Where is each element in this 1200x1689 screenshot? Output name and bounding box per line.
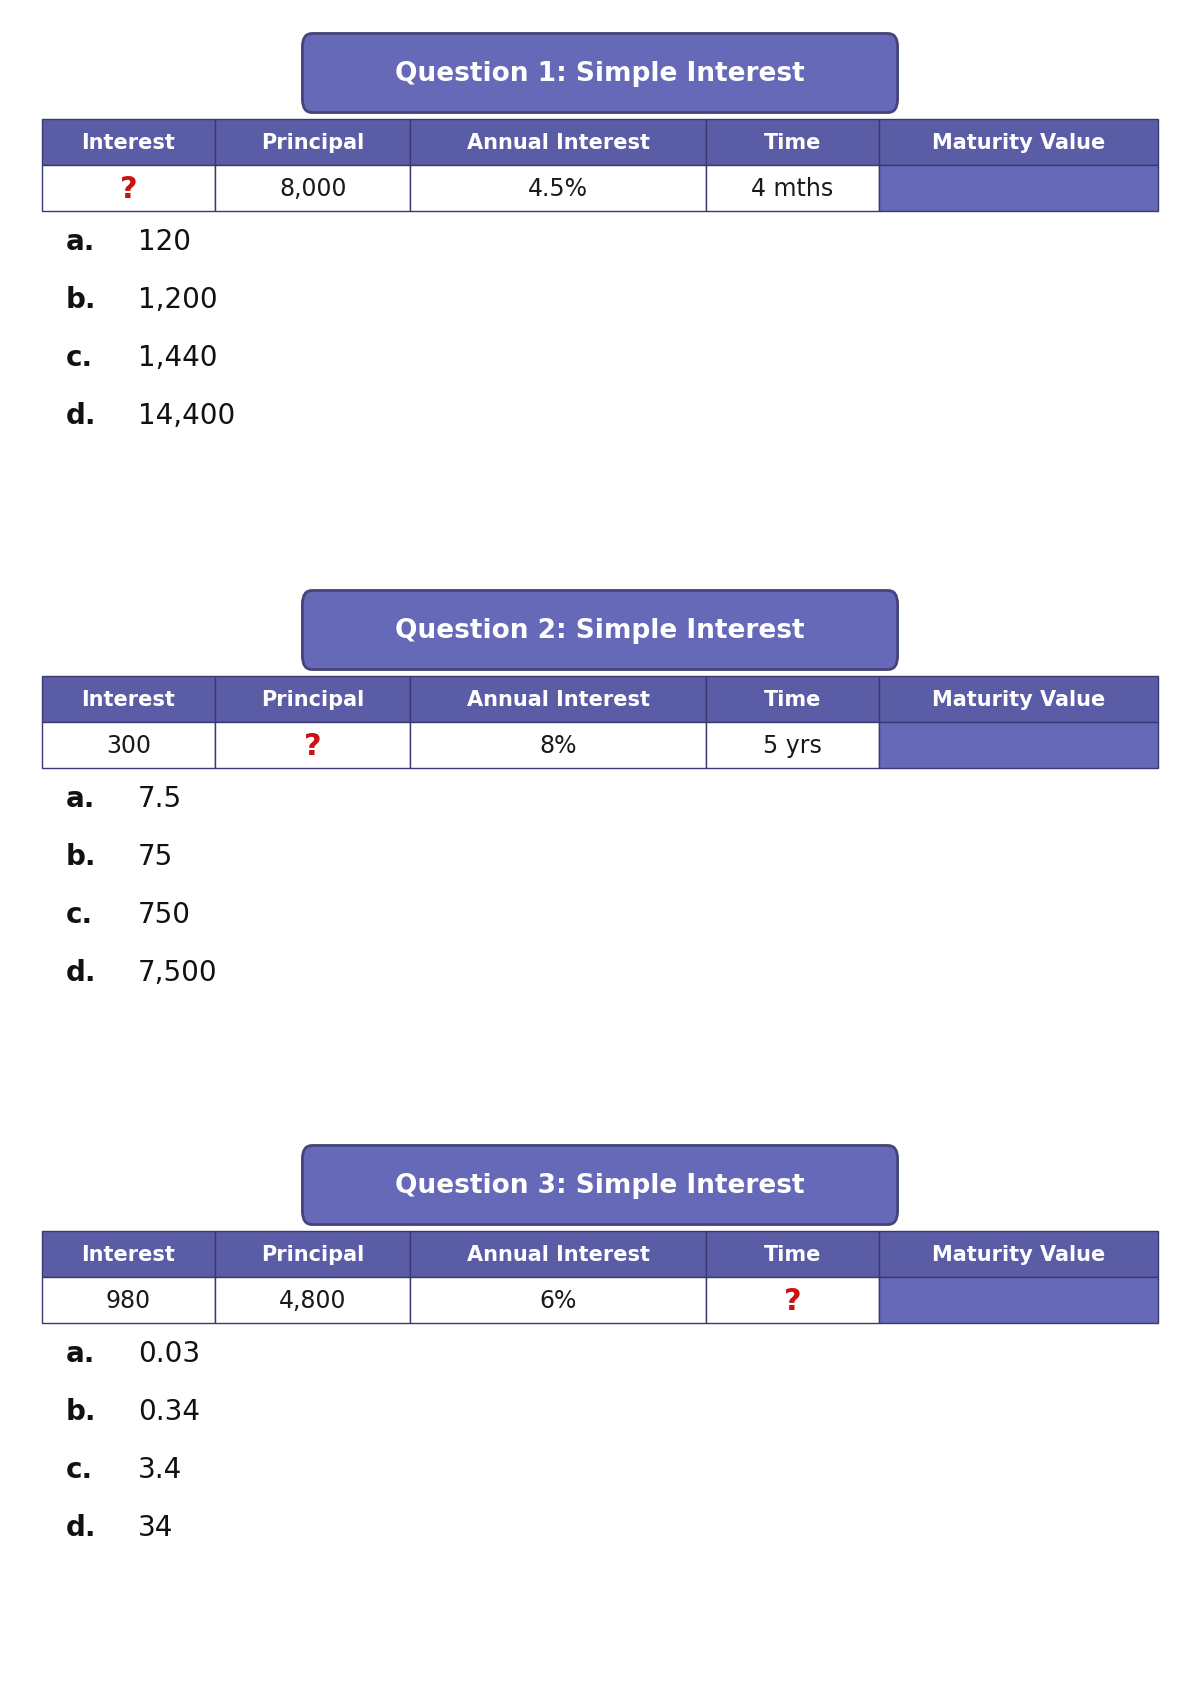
Bar [410, 677, 706, 723]
Bar [42, 723, 215, 768]
FancyBboxPatch shape [302, 1145, 898, 1225]
Text: 750: 750 [138, 900, 191, 929]
Text: d.: d. [66, 1513, 96, 1540]
Bar [410, 1231, 706, 1277]
Bar [878, 1277, 1158, 1322]
Bar [706, 1277, 878, 1322]
Text: 0.34: 0.34 [138, 1397, 200, 1426]
Text: a.: a. [66, 784, 95, 812]
Text: Question 1: Simple Interest: Question 1: Simple Interest [395, 61, 805, 86]
Bar [706, 1231, 878, 1277]
Bar [215, 723, 410, 768]
Text: 0.03: 0.03 [138, 1339, 200, 1366]
Text: 7.5: 7.5 [138, 784, 182, 812]
Bar [706, 120, 878, 166]
Text: 1,200: 1,200 [138, 285, 217, 314]
Text: 14,400: 14,400 [138, 402, 235, 429]
Text: 8,000: 8,000 [278, 177, 347, 201]
Text: 4.5%: 4.5% [528, 177, 588, 201]
Text: 8%: 8% [540, 733, 577, 758]
Text: d.: d. [66, 958, 96, 986]
Text: c.: c. [66, 345, 94, 372]
Text: Time: Time [764, 133, 821, 154]
Bar [878, 1231, 1158, 1277]
Text: 300: 300 [106, 733, 151, 758]
Text: d.: d. [66, 402, 96, 429]
Bar [410, 166, 706, 211]
Text: c.: c. [66, 1456, 94, 1483]
Bar [706, 723, 878, 768]
Bar [410, 723, 706, 768]
Text: 4 mths: 4 mths [751, 177, 834, 201]
Text: 120: 120 [138, 228, 191, 255]
Text: Maturity Value: Maturity Value [932, 1245, 1105, 1265]
Text: Interest: Interest [82, 133, 175, 154]
Bar [42, 166, 215, 211]
Bar [410, 120, 706, 166]
Text: Principal: Principal [262, 1245, 365, 1265]
Bar [215, 120, 410, 166]
Text: b.: b. [66, 843, 96, 870]
Bar [878, 120, 1158, 166]
Text: Annual Interest: Annual Interest [467, 1245, 649, 1265]
Bar [42, 677, 215, 723]
Bar [42, 1277, 215, 1322]
Bar [42, 1231, 215, 1277]
Text: Principal: Principal [262, 133, 365, 154]
Text: 7,500: 7,500 [138, 958, 217, 986]
Bar [410, 1277, 706, 1322]
Text: Time: Time [764, 1245, 821, 1265]
Text: 980: 980 [106, 1289, 151, 1312]
Text: Maturity Value: Maturity Value [932, 689, 1105, 709]
Text: b.: b. [66, 1397, 96, 1426]
Text: ?: ? [304, 731, 322, 760]
Bar [878, 166, 1158, 211]
Text: a.: a. [66, 228, 95, 255]
Text: 3.4: 3.4 [138, 1456, 182, 1483]
Text: 5 yrs: 5 yrs [763, 733, 822, 758]
Bar [878, 723, 1158, 768]
Bar [215, 166, 410, 211]
Text: 4,800: 4,800 [278, 1289, 347, 1312]
Text: 75: 75 [138, 843, 173, 870]
Text: Interest: Interest [82, 689, 175, 709]
Text: 1,440: 1,440 [138, 345, 217, 372]
Text: Maturity Value: Maturity Value [932, 133, 1105, 154]
Bar [42, 120, 215, 166]
Bar [215, 1277, 410, 1322]
Text: ?: ? [784, 1285, 802, 1314]
Text: Question 2: Simple Interest: Question 2: Simple Interest [395, 618, 805, 644]
Text: Annual Interest: Annual Interest [467, 133, 649, 154]
Text: Question 3: Simple Interest: Question 3: Simple Interest [395, 1172, 805, 1198]
Text: Interest: Interest [82, 1245, 175, 1265]
Bar [706, 166, 878, 211]
FancyBboxPatch shape [302, 34, 898, 113]
Text: a.: a. [66, 1339, 95, 1366]
Bar [878, 677, 1158, 723]
Text: Time: Time [764, 689, 821, 709]
Text: Principal: Principal [262, 689, 365, 709]
FancyBboxPatch shape [302, 591, 898, 671]
Text: b.: b. [66, 285, 96, 314]
Text: ?: ? [120, 174, 137, 203]
Text: Annual Interest: Annual Interest [467, 689, 649, 709]
Text: 6%: 6% [540, 1289, 577, 1312]
Bar [215, 1231, 410, 1277]
Bar [215, 677, 410, 723]
Text: c.: c. [66, 900, 94, 929]
Text: 34: 34 [138, 1513, 173, 1540]
Bar [706, 677, 878, 723]
